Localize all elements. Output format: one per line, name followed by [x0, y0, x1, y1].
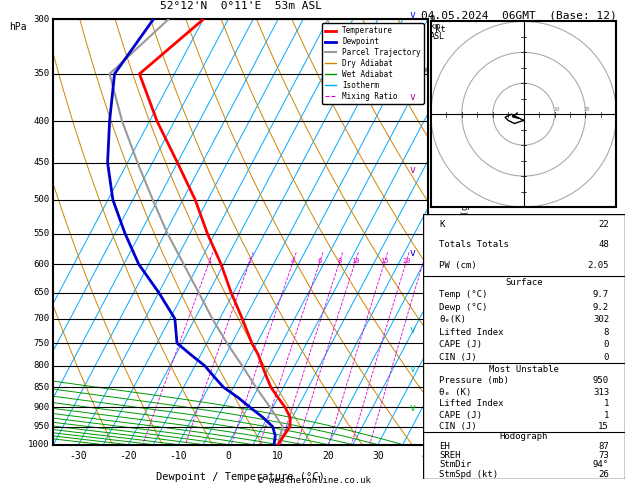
Text: 8: 8	[604, 328, 609, 337]
Text: 20: 20	[322, 451, 334, 461]
Text: 0: 0	[604, 340, 609, 349]
Text: 350: 350	[33, 69, 50, 78]
Text: CAPE (J): CAPE (J)	[439, 340, 482, 349]
Text: Pressure (mb): Pressure (mb)	[439, 376, 509, 385]
Text: 40: 40	[422, 451, 433, 461]
Text: Hodograph: Hodograph	[500, 433, 548, 441]
Text: PW (cm): PW (cm)	[439, 261, 477, 270]
Text: 950: 950	[33, 422, 50, 431]
Text: 850: 850	[33, 383, 50, 392]
Text: v: v	[409, 165, 415, 175]
Text: 6: 6	[318, 258, 322, 264]
Text: 800: 800	[33, 362, 50, 370]
Text: 30: 30	[372, 451, 384, 461]
Text: θₑ (K): θₑ (K)	[439, 388, 471, 397]
Text: 750: 750	[33, 339, 50, 347]
Text: 1: 1	[430, 403, 435, 412]
Text: 10: 10	[351, 258, 360, 264]
Text: Temp (°C): Temp (°C)	[439, 290, 487, 299]
Text: 0: 0	[604, 353, 609, 362]
Text: 302: 302	[593, 315, 609, 324]
Text: CAPE (J): CAPE (J)	[439, 411, 482, 419]
Text: 400: 400	[33, 117, 50, 125]
Text: 04.05.2024  06GMT  (Base: 12): 04.05.2024 06GMT (Base: 12)	[421, 11, 617, 21]
Text: 5: 5	[430, 195, 435, 205]
Text: 650: 650	[33, 288, 50, 297]
Text: -20: -20	[120, 451, 137, 461]
Text: 500: 500	[33, 195, 50, 205]
Text: 950: 950	[593, 376, 609, 385]
Text: kt: kt	[435, 25, 445, 34]
Text: 900: 900	[33, 403, 50, 412]
Text: 87: 87	[598, 442, 609, 451]
Text: 10: 10	[272, 451, 284, 461]
Text: v: v	[409, 326, 415, 335]
Text: Totals Totals: Totals Totals	[439, 241, 509, 249]
Text: 15: 15	[598, 422, 609, 431]
Text: Dewp (°C): Dewp (°C)	[439, 303, 487, 312]
Text: 3: 3	[430, 314, 435, 323]
Legend: Temperature, Dewpoint, Parcel Trajectory, Dry Adiabat, Wet Adiabat, Isotherm, Mi: Temperature, Dewpoint, Parcel Trajectory…	[321, 23, 424, 104]
Text: 2: 2	[430, 362, 435, 370]
Text: 94°: 94°	[593, 460, 609, 469]
Text: v: v	[409, 10, 415, 19]
Text: Dewpoint / Temperature (°C): Dewpoint / Temperature (°C)	[156, 472, 325, 482]
Text: 4: 4	[291, 258, 295, 264]
Text: 1: 1	[604, 411, 609, 419]
Text: Mixing Ratio (g/kg): Mixing Ratio (g/kg)	[460, 185, 470, 279]
Text: km
ASL: km ASL	[430, 22, 445, 41]
Text: 7: 7	[430, 117, 435, 125]
Text: 1: 1	[604, 399, 609, 408]
Text: EH: EH	[439, 442, 450, 451]
Text: 9.7: 9.7	[593, 290, 609, 299]
Text: 10: 10	[553, 107, 560, 112]
Text: 9.2: 9.2	[593, 303, 609, 312]
Text: LCL: LCL	[430, 440, 446, 449]
Text: 9: 9	[430, 15, 435, 24]
Text: 550: 550	[33, 229, 50, 238]
Text: 600: 600	[33, 260, 50, 269]
Text: 8: 8	[338, 258, 342, 264]
Text: 1: 1	[208, 258, 211, 264]
Text: Lifted Index: Lifted Index	[439, 399, 503, 408]
Text: 22: 22	[598, 220, 609, 229]
Text: 313: 313	[593, 388, 609, 397]
Text: CIN (J): CIN (J)	[439, 353, 477, 362]
Text: CIN (J): CIN (J)	[439, 422, 477, 431]
Text: 300: 300	[33, 15, 50, 24]
Text: 52°12'N  0°11'E  53m ASL: 52°12'N 0°11'E 53m ASL	[160, 1, 321, 11]
Text: -10: -10	[169, 451, 187, 461]
Text: Surface: Surface	[505, 278, 543, 287]
Text: 26: 26	[598, 469, 609, 479]
Text: StmDir: StmDir	[439, 460, 471, 469]
Text: 6: 6	[430, 158, 435, 167]
Text: 8: 8	[430, 69, 435, 78]
Text: 0: 0	[225, 451, 231, 461]
Text: 700: 700	[33, 314, 50, 323]
Text: v: v	[409, 92, 415, 102]
Text: 20: 20	[402, 258, 411, 264]
Text: 15: 15	[381, 258, 389, 264]
Text: StmSpd (kt): StmSpd (kt)	[439, 469, 498, 479]
Text: Lifted Index: Lifted Index	[439, 328, 503, 337]
Text: 20: 20	[584, 107, 591, 112]
Text: -30: -30	[70, 451, 87, 461]
Text: 48: 48	[598, 241, 609, 249]
Text: 2.05: 2.05	[587, 261, 609, 270]
Text: v: v	[409, 403, 415, 413]
Text: 2: 2	[248, 258, 252, 264]
Text: v: v	[409, 248, 415, 258]
Text: θₑ(K): θₑ(K)	[439, 315, 465, 324]
Text: 73: 73	[598, 451, 609, 460]
Text: K: K	[439, 220, 444, 229]
Text: © weatheronline.co.uk: © weatheronline.co.uk	[258, 476, 371, 485]
Text: 450: 450	[33, 158, 50, 167]
Text: 4: 4	[430, 260, 435, 269]
Text: Most Unstable: Most Unstable	[489, 364, 559, 374]
Text: v: v	[409, 364, 415, 374]
Text: hPa: hPa	[9, 22, 27, 32]
Text: SREH: SREH	[439, 451, 460, 460]
Text: 1000: 1000	[28, 440, 50, 449]
